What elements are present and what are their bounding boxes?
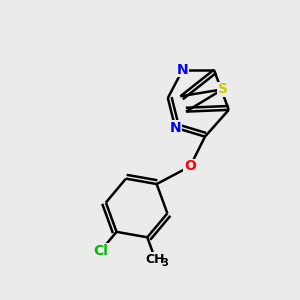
Text: O: O [184, 159, 196, 173]
Text: N: N [177, 63, 188, 77]
Text: S: S [218, 82, 228, 96]
Text: CH: CH [146, 253, 165, 266]
Text: 3: 3 [161, 258, 168, 268]
Text: Cl: Cl [94, 244, 108, 257]
Text: N: N [169, 121, 181, 135]
